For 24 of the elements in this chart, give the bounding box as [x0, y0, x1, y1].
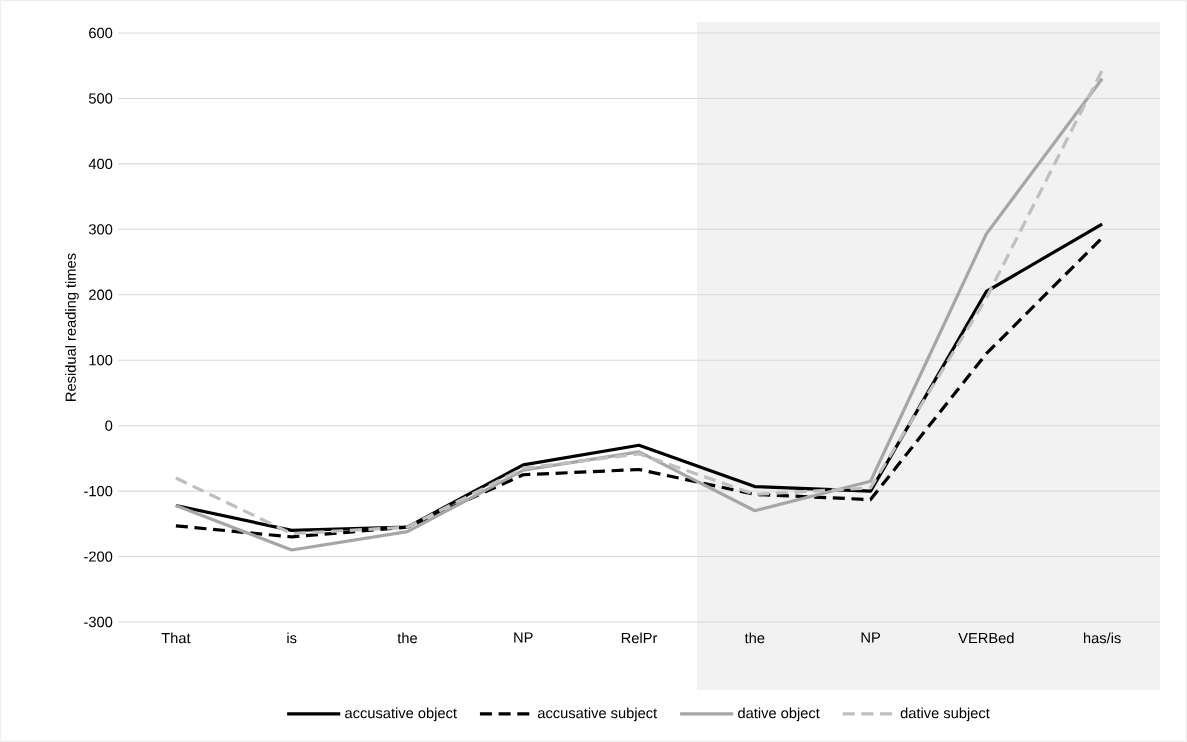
y-tick-label: -100	[84, 485, 113, 497]
y-tick-label: 200	[89, 289, 113, 300]
x-tick-label: NP	[514, 632, 533, 643]
y-tick-label: 300	[88, 224, 113, 235]
y-tick-label: 600	[89, 27, 113, 39]
legend-label: accusative object	[345, 707, 457, 722]
y-tick-label: 400	[88, 158, 113, 170]
y-tick-label: -200	[84, 551, 113, 562]
x-tick-label: the	[397, 632, 417, 644]
legend-label: dative subject	[900, 707, 990, 722]
y-tick-label: 500	[88, 93, 113, 104]
x-tick-label: VERBed	[958, 632, 1014, 644]
x-tick-label: NP	[861, 632, 880, 643]
y-axis-title: Residual reading times	[65, 253, 79, 401]
y-tick-label: 100	[89, 355, 113, 366]
x-tick-label: has/is	[1083, 632, 1121, 644]
legend-label: accusative subject	[537, 707, 658, 722]
y-tick-label: 0	[105, 420, 113, 431]
x-tick-label: the	[744, 632, 765, 644]
x-tick-label: That	[161, 632, 191, 644]
x-tick-label: is	[287, 632, 297, 644]
legend-label: dative object	[738, 707, 820, 722]
x-tick-label: RelPr	[621, 632, 658, 644]
y-tick-label: -300	[84, 616, 113, 628]
